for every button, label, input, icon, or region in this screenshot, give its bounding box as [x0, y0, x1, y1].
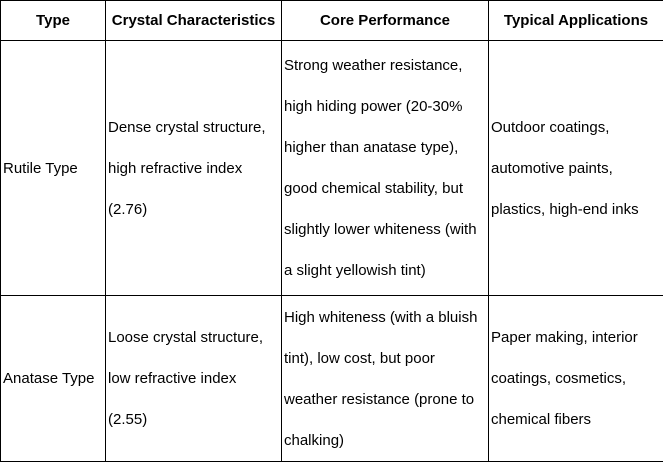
- cell-rutile-core-performance: Strong weather resistance, high hiding p…: [281, 40, 489, 296]
- header-cell-type: Type: [0, 0, 106, 41]
- cell-anatase-type: Anatase Type: [0, 295, 106, 462]
- header-cell-core-performance: Core Performance: [281, 0, 489, 41]
- table-row-rutile: Rutile Type Dense crystal structure, hig…: [0, 40, 663, 296]
- header-cell-crystal-characteristics: Crystal Characteristics: [105, 0, 282, 41]
- cell-anatase-core-performance: High whiteness (with a bluish tint), low…: [281, 295, 489, 462]
- header-cell-typical-applications: Typical Applications: [488, 0, 663, 41]
- table-header-row: Type Crystal Characteristics Core Perfor…: [0, 0, 663, 41]
- cell-anatase-crystal-characteristics: Loose crystal structure, low refractive …: [105, 295, 282, 462]
- cell-rutile-crystal-characteristics: Dense crystal structure, high refractive…: [105, 40, 282, 296]
- cell-rutile-typical-applications: Outdoor coatings, automotive paints, pla…: [488, 40, 663, 296]
- table-row-anatase: Anatase Type Loose crystal structure, lo…: [0, 295, 663, 462]
- cell-anatase-typical-applications: Paper making, interior coatings, cosmeti…: [488, 295, 663, 462]
- cell-rutile-type: Rutile Type: [0, 40, 106, 296]
